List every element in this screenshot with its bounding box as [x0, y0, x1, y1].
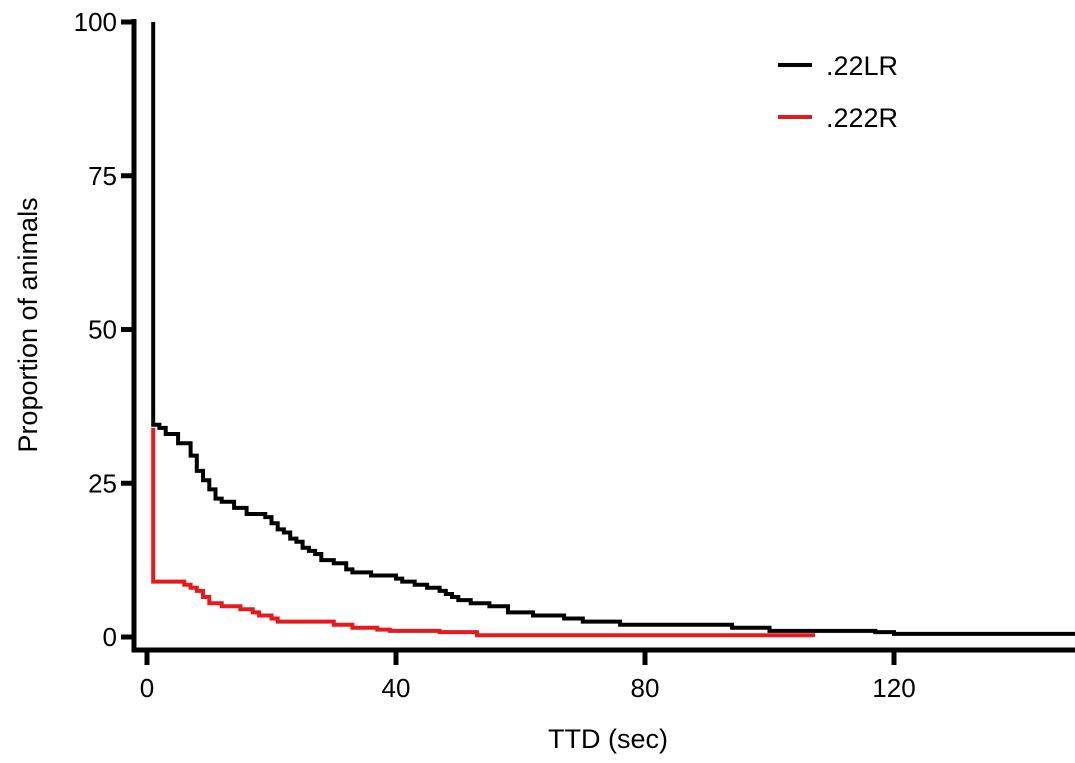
plot-series	[151, 22, 1075, 638]
series-line-2	[151, 427, 816, 638]
y-tick-label: 75	[88, 161, 117, 191]
legend: .22LR .222R	[778, 51, 898, 133]
y-axis-title: Proportion of animals	[13, 197, 43, 452]
series-line-1	[151, 22, 1075, 636]
x-tick-label: 120	[872, 673, 915, 703]
x-tick-label: 0	[140, 673, 154, 703]
axes	[131, 19, 1075, 653]
x-axis-title: TTD (sec)	[548, 724, 668, 754]
y-tick-label: 0	[103, 622, 117, 652]
y-tick-label: 100	[74, 7, 117, 37]
y-ticks: 0 25 50 75 100	[74, 7, 134, 652]
x-ticks: 0 40 80 120	[140, 650, 916, 703]
y-tick-label: 50	[88, 315, 117, 345]
y-tick-label: 25	[88, 468, 117, 498]
legend-label: .22LR	[826, 51, 898, 81]
x-tick-label: 80	[631, 673, 660, 703]
x-tick-label: 40	[382, 673, 411, 703]
legend-label: .222R	[826, 103, 898, 133]
